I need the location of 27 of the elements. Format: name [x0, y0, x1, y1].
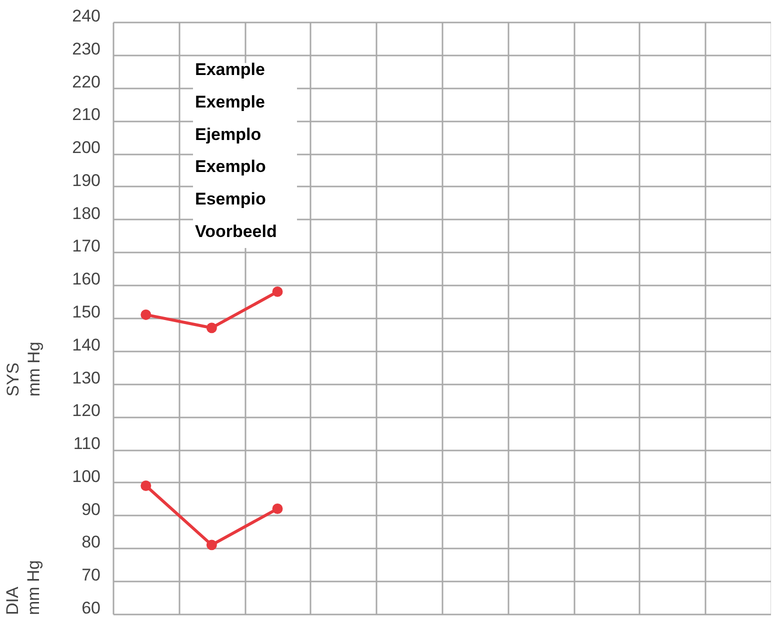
y-tick-label: 220 — [72, 72, 100, 92]
y-axis-title: SYS mm Hg — [4, 342, 44, 396]
y-tick-label: 240 — [72, 6, 100, 26]
y-tick-label: 60 — [82, 598, 100, 618]
annotation: Exemplo — [195, 157, 266, 176]
y-tick-label: 230 — [72, 39, 100, 58]
y-tick-label: 100 — [72, 466, 100, 486]
y-tick-label: 160 — [72, 270, 100, 289]
y-tick-label: 150 — [72, 302, 100, 322]
annotation: Example — [195, 60, 265, 79]
annotation: Esempio — [195, 190, 266, 209]
text: DIA mm Hg — [3, 560, 43, 615]
y-tick-label: 140 — [72, 335, 100, 354]
annotation: Exemple — [195, 92, 265, 112]
y-tick-label: 80 — [82, 532, 100, 552]
y-tick-label: 130 — [72, 368, 100, 388]
y-tick-label: 90 — [82, 500, 100, 519]
y-tick-label: 70 — [82, 566, 100, 585]
y-tick-label: 190 — [72, 170, 100, 190]
y-tick-label: 110 — [73, 434, 100, 454]
annotation: Voorbeeld — [195, 222, 277, 241]
y-tick-label: 170 — [72, 236, 100, 256]
y-tick-label: 120 — [72, 401, 100, 420]
y-tick-label: 200 — [72, 138, 100, 158]
annotation: Ejemplo — [195, 124, 262, 144]
y-tick-label: 210 — [72, 105, 100, 124]
y-tick-label: 180 — [72, 204, 100, 223]
